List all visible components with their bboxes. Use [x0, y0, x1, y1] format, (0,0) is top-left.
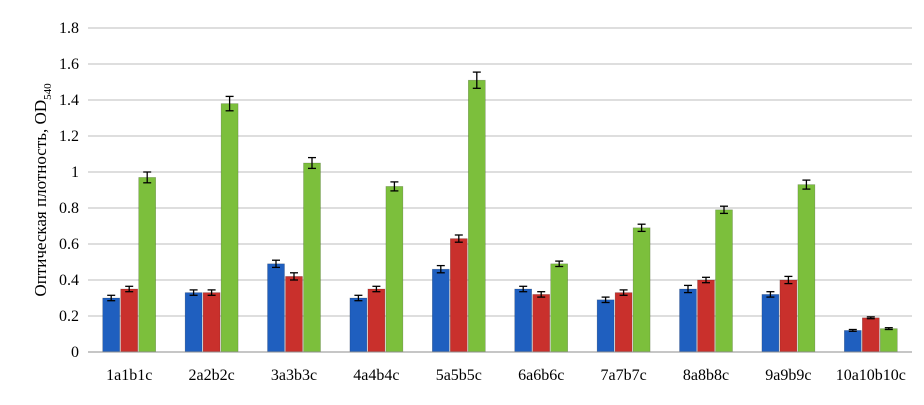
bar — [202, 292, 221, 353]
x-tick-label: 8a8b8c — [683, 367, 729, 384]
bar — [532, 294, 551, 353]
bar — [138, 177, 156, 353]
bar — [715, 209, 733, 353]
y-axis-label-subscript: 540 — [42, 83, 54, 100]
bar — [303, 162, 321, 353]
x-tick-label: 7a7b7c — [600, 367, 646, 384]
bar — [184, 292, 203, 353]
bar — [879, 328, 898, 353]
bar — [385, 186, 404, 353]
bar — [679, 288, 697, 353]
y-tick-label: 1.8 — [59, 20, 79, 37]
x-tick-label: 4a4b4c — [353, 367, 399, 384]
bar — [349, 297, 368, 353]
bar — [843, 330, 862, 353]
x-tick-label: 10a10b10c — [836, 367, 906, 384]
y-axis-ticks: 0 0.2 0.4 0.6 0.8 1 1.2 1.4 1.6 1.8 — [59, 20, 79, 361]
bars — [102, 71, 898, 353]
y-tick-label: 1.6 — [59, 56, 79, 73]
y-tick-label: 0.8 — [59, 200, 79, 217]
y-axis-label: Оптическая плотность, OD540 — [31, 83, 54, 297]
bar — [220, 103, 239, 353]
x-tick-label: 2a2b2c — [188, 367, 234, 384]
bar — [467, 79, 486, 353]
y-axis-label-text: Оптическая плотность, OD — [31, 100, 50, 297]
bar — [761, 294, 780, 353]
bar — [797, 184, 816, 353]
bar — [614, 292, 633, 353]
x-tick-label: 1a1b1c — [106, 367, 152, 384]
bar — [632, 227, 651, 353]
bar — [102, 297, 120, 353]
bar — [367, 288, 386, 353]
y-tick-label: 0.6 — [59, 236, 79, 253]
bar — [697, 279, 715, 353]
grid-lines — [88, 27, 912, 317]
bar — [779, 279, 798, 353]
x-tick-label: 9a9b9c — [765, 367, 811, 384]
bar — [267, 263, 285, 353]
x-tick-label: 5a5b5c — [436, 367, 482, 384]
y-tick-label: 1 — [71, 164, 79, 181]
bar — [120, 288, 138, 353]
x-tick-label: 6a6b6c — [518, 367, 564, 384]
bar — [449, 238, 468, 353]
bar — [285, 276, 303, 353]
y-tick-label: 1.4 — [59, 92, 79, 109]
bar — [596, 299, 615, 353]
bar — [514, 288, 533, 353]
x-tick-label: 3a3b3c — [271, 367, 317, 384]
bar — [861, 317, 880, 353]
bar — [550, 263, 569, 353]
y-tick-label: 1.2 — [59, 128, 79, 145]
y-tick-label: 0.4 — [59, 272, 79, 289]
bar — [431, 268, 450, 353]
x-axis-ticks: 1a1b1c 2a2b2c 3a3b3c 4a4b4c 5a5b5c 6a6b6c 7a7b… — [106, 367, 906, 384]
y-tick-label: 0.2 — [59, 308, 79, 325]
y-tick-label: 0 — [71, 344, 79, 361]
